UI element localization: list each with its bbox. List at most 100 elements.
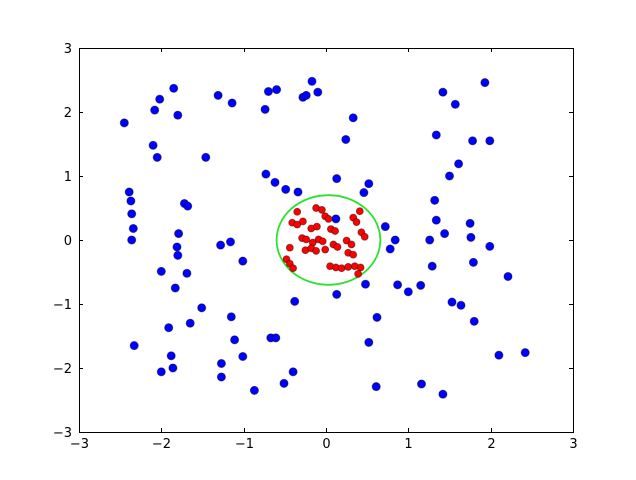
data-point-center-cluster-red <box>293 207 302 216</box>
data-point-outer-scatter-blue <box>281 184 291 194</box>
data-point-outer-scatter-blue <box>416 280 426 290</box>
data-point-outer-scatter-blue <box>216 372 226 382</box>
data-point-outer-scatter-blue <box>127 235 137 245</box>
data-point-outer-scatter-blue <box>485 241 495 251</box>
data-point-outer-scatter-blue <box>127 209 137 219</box>
data-point-center-cluster-red <box>318 237 327 246</box>
data-point-outer-scatter-blue <box>150 105 160 115</box>
data-point-outer-scatter-blue <box>227 98 237 108</box>
data-point-center-cluster-red <box>285 243 294 252</box>
data-point-center-cluster-red <box>352 218 361 227</box>
data-point-outer-scatter-blue <box>185 318 195 328</box>
x-tick-label: −2 <box>152 437 171 452</box>
data-point-outer-scatter-blue <box>447 297 457 307</box>
data-point-outer-scatter-blue <box>174 229 184 239</box>
data-point-outer-scatter-blue <box>288 367 298 377</box>
data-point-outer-scatter-blue <box>430 195 440 205</box>
data-point-center-cluster-red <box>317 205 326 214</box>
data-point-outer-scatter-blue <box>440 229 450 239</box>
data-point-center-cluster-red <box>331 227 340 235</box>
data-point-outer-scatter-blue <box>390 235 400 245</box>
data-point-center-cluster-red <box>312 246 321 255</box>
data-point-outer-scatter-blue <box>431 130 441 140</box>
data-point-outer-scatter-blue <box>520 348 530 358</box>
data-point-outer-scatter-blue <box>456 300 466 310</box>
data-point-center-cluster-red <box>298 217 307 226</box>
data-point-outer-scatter-blue <box>270 177 280 187</box>
data-point-outer-scatter-blue <box>148 140 158 150</box>
data-point-outer-scatter-blue <box>466 232 476 242</box>
data-point-center-cluster-red <box>312 222 321 231</box>
x-tick-label: 0 <box>322 437 330 452</box>
y-tick-label: 0 <box>64 234 72 249</box>
y-tick-label: 2 <box>64 106 72 121</box>
data-point-outer-scatter-blue <box>444 171 455 181</box>
data-point-outer-scatter-blue <box>403 287 413 297</box>
data-point-outer-scatter-blue <box>124 187 134 197</box>
data-point-center-cluster-red <box>302 235 311 244</box>
data-point-outer-scatter-blue <box>226 312 236 322</box>
data-point-outer-scatter-blue <box>169 83 179 93</box>
data-point-outer-scatter-blue <box>332 289 342 299</box>
data-point-outer-scatter-blue <box>201 152 211 162</box>
data-point-outer-scatter-blue <box>438 87 448 97</box>
data-point-outer-scatter-blue <box>152 152 162 162</box>
data-point-outer-scatter-blue <box>216 358 226 369</box>
data-point-outer-scatter-blue <box>129 341 139 351</box>
y-tick-label: 3 <box>64 42 72 57</box>
y-tick-label: −1 <box>53 298 72 313</box>
data-point-outer-scatter-blue <box>503 271 513 282</box>
data-point-outer-scatter-blue <box>156 367 166 377</box>
data-point-center-cluster-red <box>333 243 342 251</box>
data-point-outer-scatter-blue <box>213 90 223 100</box>
data-point-outer-scatter-blue <box>454 159 464 169</box>
data-point-center-cluster-red <box>360 232 369 241</box>
data-point-outer-scatter-blue <box>238 256 248 266</box>
data-point-outer-scatter-blue <box>271 333 281 343</box>
data-point-outer-scatter-blue <box>168 363 178 373</box>
data-point-outer-scatter-blue <box>393 280 403 290</box>
x-tick-label: 2 <box>487 437 495 452</box>
data-point-outer-scatter-blue <box>468 136 478 146</box>
data-point-outer-scatter-blue <box>385 244 395 254</box>
x-tick-label: 3 <box>569 437 577 452</box>
data-point-outer-scatter-blue <box>469 316 479 326</box>
data-point-center-cluster-red <box>347 240 356 249</box>
data-point-outer-scatter-blue <box>307 76 317 86</box>
data-point-outer-scatter-blue <box>371 382 381 392</box>
data-point-outer-scatter-blue <box>172 242 182 252</box>
data-point-outer-scatter-blue <box>465 218 475 228</box>
data-point-outer-scatter-blue <box>197 303 207 313</box>
data-point-center-cluster-red <box>349 250 358 259</box>
data-point-outer-scatter-blue <box>170 283 180 293</box>
data-point-outer-scatter-blue <box>359 188 369 198</box>
data-point-outer-scatter-blue <box>425 235 435 245</box>
data-point-outer-scatter-blue <box>480 78 490 88</box>
data-point-outer-scatter-blue <box>183 201 193 211</box>
data-point-outer-scatter-blue <box>341 134 351 145</box>
data-point-outer-scatter-blue <box>119 118 129 128</box>
data-point-outer-scatter-blue <box>293 187 303 197</box>
data-point-outer-scatter-blue <box>156 266 166 276</box>
data-point-center-cluster-red <box>324 214 333 223</box>
data-point-outer-scatter-blue <box>260 104 270 114</box>
data-point-center-cluster-red <box>344 262 353 271</box>
x-tick-label: 1 <box>404 437 412 452</box>
data-point-outer-scatter-blue <box>173 250 183 260</box>
data-point-outer-scatter-blue <box>427 261 437 271</box>
data-point-outer-scatter-blue <box>364 179 374 189</box>
data-point-center-cluster-red <box>355 207 364 216</box>
data-point-outer-scatter-blue <box>332 174 342 184</box>
data-point-outer-scatter-blue <box>313 87 323 97</box>
data-point-outer-scatter-blue <box>238 351 248 362</box>
data-point-outer-scatter-blue <box>431 215 441 225</box>
data-point-outer-scatter-blue <box>290 296 300 306</box>
data-point-outer-scatter-blue <box>360 279 371 289</box>
data-point-outer-scatter-blue <box>173 110 183 120</box>
y-tick-label: −2 <box>53 362 72 377</box>
data-point-outer-scatter-blue <box>438 389 448 399</box>
data-point-outer-scatter-blue <box>416 379 427 389</box>
y-tick-label: −3 <box>53 426 72 441</box>
data-point-outer-scatter-blue <box>155 94 165 104</box>
